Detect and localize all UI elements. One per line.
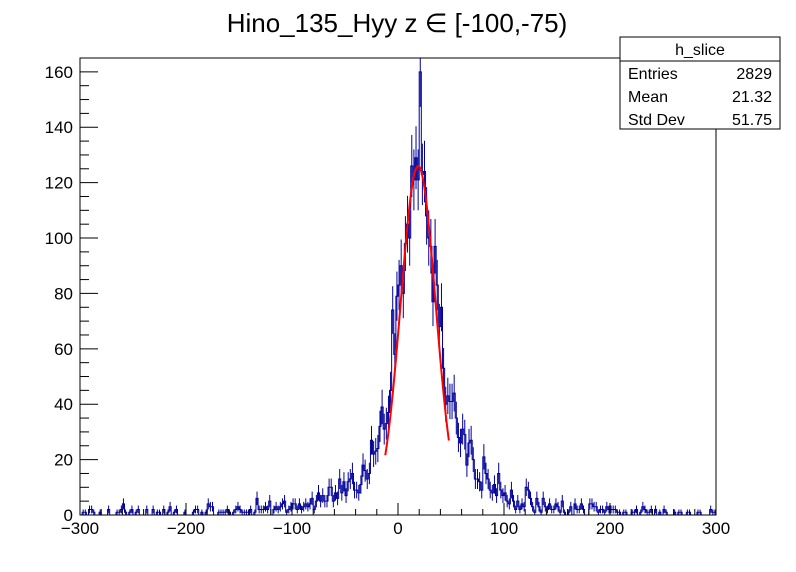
x-tick-label: 100 bbox=[490, 519, 518, 538]
x-tick-label: −200 bbox=[167, 519, 205, 538]
y-tick-label: 100 bbox=[45, 229, 73, 248]
y-tick-label: 40 bbox=[54, 395, 73, 414]
stats-box-title: h_slice bbox=[675, 42, 725, 59]
stats-box: h_slice Entries 2829 Mean 21.32 Std Dev … bbox=[619, 36, 781, 130]
chart-title: Hino_135_Hyy z ∈ [-100,-75) bbox=[227, 8, 568, 38]
y-tick-label: 0 bbox=[64, 506, 73, 525]
y-tick-label: 80 bbox=[54, 284, 73, 303]
y-tick-label: 20 bbox=[54, 451, 73, 470]
axes: −300 −200 −100 0 100 200 300 0 20 40 60 80 100 120 140… bbox=[45, 57, 730, 538]
x-tick-label: −300 bbox=[61, 519, 99, 538]
stats-mean-value: 21.32 bbox=[732, 89, 772, 106]
stats-entries-value: 2829 bbox=[736, 66, 772, 83]
stats-stddev-label: Std Dev bbox=[628, 112, 685, 129]
x-tick-label: 300 bbox=[702, 519, 730, 538]
y-tick-label: 120 bbox=[45, 174, 73, 193]
stats-box-frame bbox=[619, 36, 781, 130]
stats-mean-label: Mean bbox=[628, 89, 668, 106]
histogram-outline bbox=[80, 71, 717, 516]
fit-curve bbox=[384, 164, 450, 456]
gaussian-fit-curve bbox=[384, 164, 450, 456]
x-tick-label: 0 bbox=[393, 519, 402, 538]
stats-stddev-value: 51.75 bbox=[732, 112, 772, 129]
stats-entries-label: Entries bbox=[628, 66, 678, 83]
y-tick-label: 140 bbox=[45, 118, 73, 137]
x-tick-label: −100 bbox=[273, 519, 311, 538]
x-tick-label: 200 bbox=[596, 519, 624, 538]
y-tick-label: 160 bbox=[45, 63, 73, 82]
y-tick-label: 60 bbox=[54, 340, 73, 359]
